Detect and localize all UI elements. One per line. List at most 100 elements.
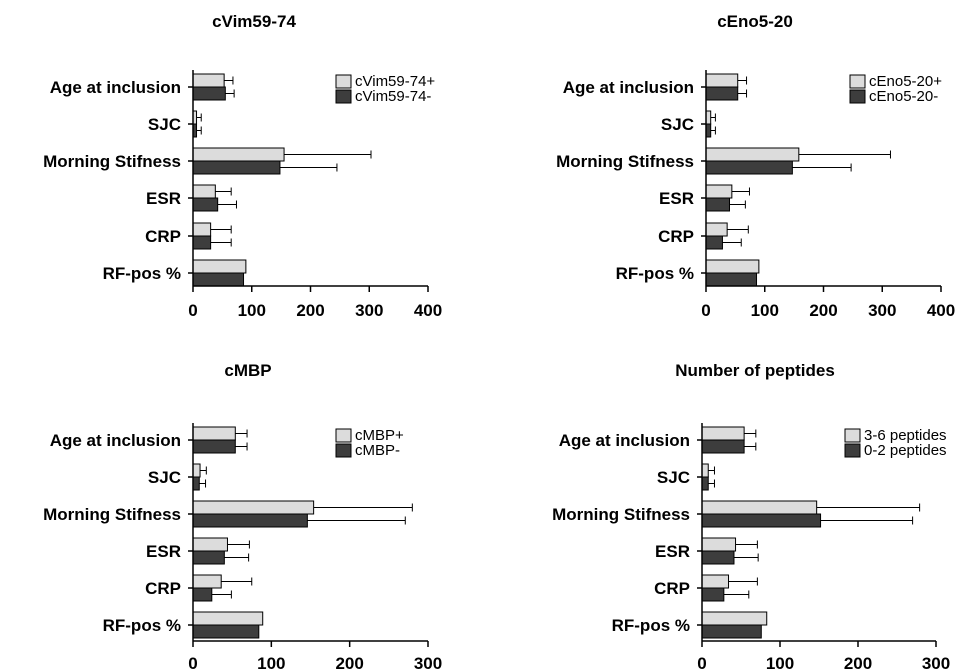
- bar: [705, 184, 733, 199]
- bar: [701, 587, 725, 602]
- category-label: RF-pos %: [103, 616, 181, 635]
- bar: [192, 587, 213, 602]
- x-tick-label: 200: [296, 301, 324, 320]
- category-label: RF-pos %: [103, 264, 181, 283]
- legend-label: cVim59-74-: [355, 88, 431, 105]
- chart-panel: cMBP Age at inclusion SJC Morning Stifness E…: [43, 361, 442, 672]
- chart-panel: cEno5-20 Age at inclusion SJC Morning Stifn…: [556, 12, 955, 320]
- category-label: Age at inclusion: [50, 78, 181, 97]
- x-tick-label: 200: [335, 654, 363, 672]
- x-tick-label: 0: [188, 301, 197, 320]
- category-label: SJC: [661, 115, 694, 134]
- bar: [705, 86, 739, 101]
- category-label: ESR: [659, 189, 694, 208]
- legend-label: cEno5-20-: [869, 88, 938, 105]
- chart-title: cEno5-20: [717, 12, 793, 31]
- x-tick-label: 300: [414, 654, 442, 672]
- bar: [192, 463, 201, 478]
- legend-swatch: [335, 443, 352, 458]
- x-tick-label: 300: [868, 301, 896, 320]
- bar: [701, 550, 735, 565]
- bar: [705, 73, 739, 88]
- bar: [701, 537, 737, 552]
- bar: [705, 160, 793, 175]
- legend-swatch: [844, 443, 861, 458]
- bar: [192, 235, 212, 250]
- bar: [192, 537, 228, 552]
- category-label: Age at inclusion: [559, 431, 690, 450]
- category-label: RF-pos %: [616, 264, 694, 283]
- bar: [701, 513, 822, 528]
- bar: [192, 550, 225, 565]
- bar: [701, 500, 818, 515]
- legend-label: 3-6 peptides: [864, 427, 947, 444]
- legend-label: cVim59-74+: [355, 73, 435, 90]
- chart-panel: Number of peptides Age at inclusion SJC Mor…: [552, 361, 950, 672]
- bar: [192, 426, 236, 441]
- category-label: SJC: [148, 468, 181, 487]
- bar: [192, 222, 212, 237]
- bar: [192, 513, 308, 528]
- category-label: Morning Stifness: [43, 152, 181, 171]
- x-tick-label: 300: [922, 654, 950, 672]
- category-label: CRP: [654, 579, 690, 598]
- category-label: CRP: [658, 227, 694, 246]
- category-label: ESR: [146, 542, 181, 561]
- chart-title: Number of peptides: [675, 361, 835, 380]
- bar: [701, 574, 730, 589]
- bar: [192, 147, 285, 162]
- legend-label: cMBP+: [355, 427, 404, 444]
- x-tick-label: 0: [697, 654, 706, 672]
- legend-swatch: [849, 89, 866, 104]
- category-label: RF-pos %: [612, 616, 690, 635]
- bar: [192, 184, 216, 199]
- bar: [705, 222, 728, 237]
- chart-title: cVim59-74: [212, 12, 296, 31]
- category-label: CRP: [145, 227, 181, 246]
- bar: [705, 259, 760, 274]
- x-tick-label: 300: [355, 301, 383, 320]
- bar: [192, 197, 219, 212]
- bar: [192, 73, 225, 88]
- x-tick-label: 400: [927, 301, 955, 320]
- bar: [701, 463, 709, 478]
- x-tick-label: 0: [701, 301, 710, 320]
- x-tick-label: 0: [188, 654, 197, 672]
- chart-title: cMBP: [224, 361, 271, 380]
- bar: [701, 476, 709, 491]
- bar: [192, 272, 245, 287]
- category-label: ESR: [146, 189, 181, 208]
- bar: [701, 439, 745, 454]
- bar: [701, 611, 768, 626]
- category-label: Morning Stifness: [556, 152, 694, 171]
- bar: [705, 235, 723, 250]
- bar: [701, 426, 745, 441]
- bar: [192, 86, 226, 101]
- legend-swatch: [844, 428, 861, 443]
- category-label: SJC: [657, 468, 690, 487]
- category-label: Morning Stifness: [552, 505, 690, 524]
- legend-label: 0-2 peptides: [864, 442, 947, 459]
- bar: [192, 611, 264, 626]
- bar: [192, 624, 260, 639]
- x-tick-label: 200: [809, 301, 837, 320]
- category-label: SJC: [148, 115, 181, 134]
- bar: [192, 439, 236, 454]
- x-tick-label: 200: [844, 654, 872, 672]
- category-label: Age at inclusion: [50, 431, 181, 450]
- bar: [705, 197, 730, 212]
- bar: [701, 624, 762, 639]
- x-tick-label: 100: [751, 301, 779, 320]
- bar: [192, 476, 200, 491]
- x-tick-label: 400: [414, 301, 442, 320]
- category-label: CRP: [145, 579, 181, 598]
- bar: [192, 574, 222, 589]
- bar: [705, 147, 800, 162]
- x-tick-label: 100: [238, 301, 266, 320]
- x-tick-label: 100: [766, 654, 794, 672]
- category-label: ESR: [655, 542, 690, 561]
- category-label: Age at inclusion: [563, 78, 694, 97]
- legend-swatch: [849, 74, 866, 89]
- bar: [192, 259, 247, 274]
